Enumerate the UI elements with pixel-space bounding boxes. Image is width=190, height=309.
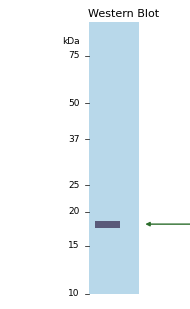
Text: 75: 75 [68,51,80,60]
Text: Western Blot: Western Blot [88,9,159,19]
Text: kDa: kDa [62,37,80,46]
Bar [95,221,120,227]
Text: 15: 15 [68,241,80,250]
Bar [89,22,139,294]
Text: 20: 20 [68,207,80,216]
Text: 25: 25 [68,181,80,190]
Text: 37: 37 [68,134,80,144]
Text: 50: 50 [68,99,80,108]
Text: 10: 10 [68,289,80,298]
